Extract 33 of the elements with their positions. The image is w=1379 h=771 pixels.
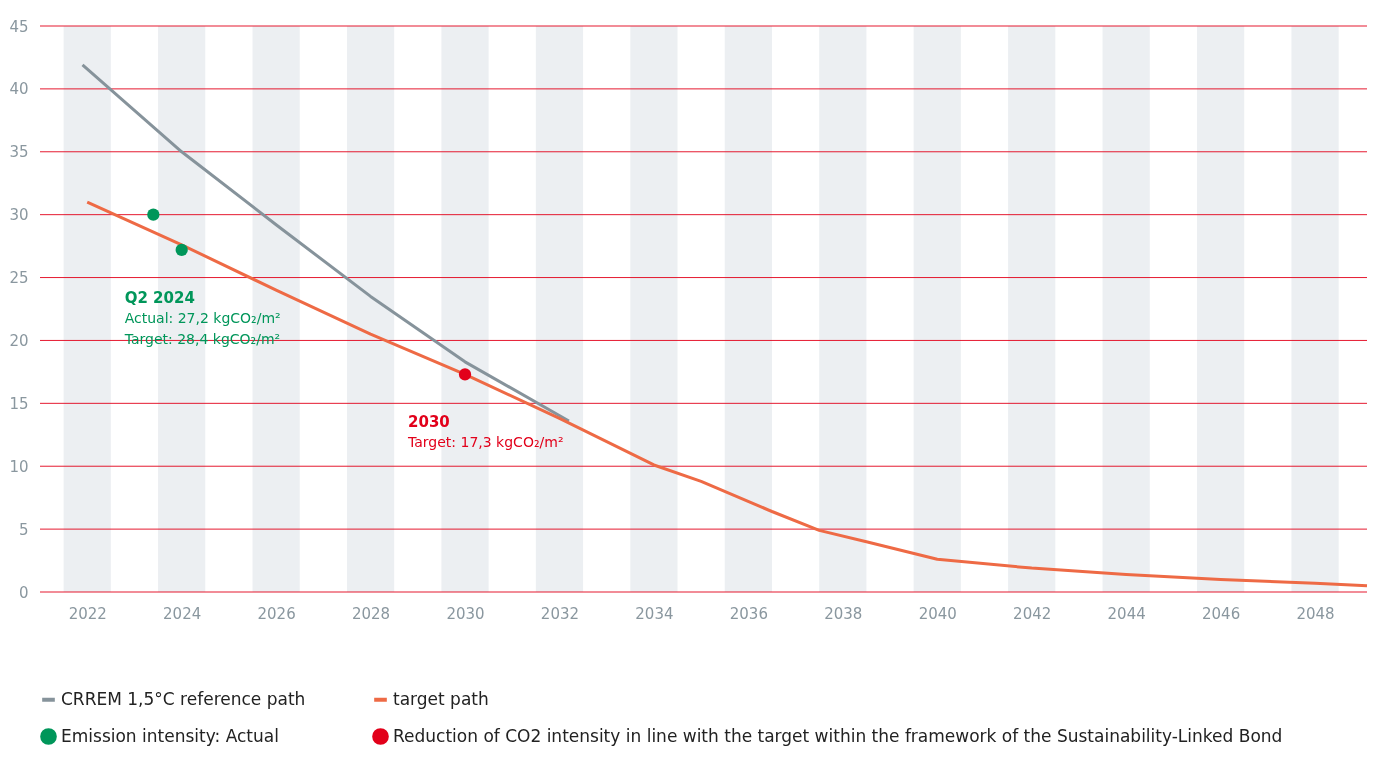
legend-label: CRREM 1,5°C reference path <box>61 688 306 709</box>
x-tick-label: 2032 <box>540 604 580 623</box>
x-tick-label: 2026 <box>257 604 296 623</box>
point <box>175 243 188 256</box>
x-tick-label: 2044 <box>1107 604 1146 623</box>
y-tick-label: 10 <box>9 457 29 476</box>
y-tick-label: 35 <box>9 143 29 162</box>
x-tick-label: 2040 <box>918 604 957 623</box>
y-tick-label: 25 <box>9 269 29 288</box>
x-tick-label: 2030 <box>446 604 485 623</box>
y-tick-label: 30 <box>9 206 29 225</box>
legend-label: Reduction of CO2 intensity in line with the target within the framework of the Sustainability-Linked Bond <box>393 725 1283 746</box>
annotation: 2030 Target: 17,3 kgCO₂/m² <box>407 413 564 451</box>
y-tick-label: 40 <box>9 80 29 99</box>
x-tick-label: 2042 <box>1013 604 1052 623</box>
y-tick-label: 20 <box>9 331 29 350</box>
x-tick-label: 2034 <box>635 604 674 623</box>
legend-label: target path <box>393 688 489 709</box>
x-tick-label: 2024 <box>163 604 202 623</box>
legend-label: Emission intensity: Actual <box>61 725 279 746</box>
point <box>458 368 472 381</box>
x-tick-label: 2048 <box>1296 604 1335 623</box>
point <box>147 208 160 221</box>
y-tick-label: 15 <box>9 394 29 413</box>
x-tick-label: 2022 <box>68 604 107 623</box>
x-tick-label: 2036 <box>729 604 768 623</box>
x-tick-label: 2038 <box>824 604 863 623</box>
line-series <box>85 200 1369 588</box>
y-tick-label: 5 <box>18 520 29 539</box>
x-tick-label: 2046 <box>1202 604 1241 623</box>
y-tick-label: 45 <box>9 17 29 36</box>
y-tick-label: 0 <box>18 583 29 602</box>
x-tick-label: 2028 <box>351 604 391 623</box>
